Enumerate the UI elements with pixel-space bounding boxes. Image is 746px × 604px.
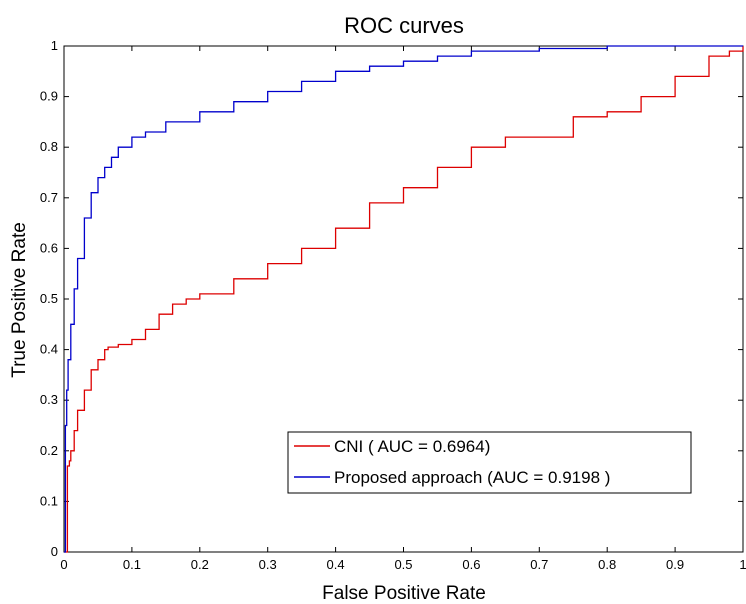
x-tick-label: 0.7 xyxy=(530,557,548,572)
y-tick-label: 0.6 xyxy=(40,240,58,255)
x-tick-label: 0.2 xyxy=(191,557,209,572)
x-tick-label: 0 xyxy=(60,557,67,572)
y-tick-label: 0.8 xyxy=(40,139,58,154)
x-tick-label: 0.3 xyxy=(259,557,277,572)
y-tick-label: 0.4 xyxy=(40,342,58,357)
x-tick-label: 0.6 xyxy=(462,557,480,572)
y-tick-label: 0.2 xyxy=(40,443,58,458)
x-tick-label: 0.8 xyxy=(598,557,616,572)
legend-box xyxy=(287,431,692,494)
series-line-0 xyxy=(64,46,744,553)
y-axis-label: True Positive Rate xyxy=(9,222,30,378)
chart-legend: CNI ( AUC = 0.6964) Proposed approach (A… xyxy=(287,431,692,494)
x-axis-label: False Positive Rate xyxy=(322,583,486,604)
x-tick-label: 0.5 xyxy=(394,557,412,572)
series-line-1 xyxy=(64,45,743,553)
y-tick-label: 0.1 xyxy=(40,493,58,508)
x-tick-label: 0.1 xyxy=(123,557,141,572)
legend-label-proposed: Proposed approach (AUC = 0.9198 ) xyxy=(334,468,610,487)
axis-tick-labels: 0 0.1 0.2 0.3 0.4 0.5 0.6 0.7 0.8 0.9 1 0 0.1 0.2 0.3 0… xyxy=(40,38,746,572)
y-tick-label: 0.3 xyxy=(40,392,58,407)
legend-label-cni: CNI ( AUC = 0.6964) xyxy=(334,437,490,456)
y-tick-label: 0.7 xyxy=(40,190,58,205)
y-tick-label: 0 xyxy=(51,544,58,559)
x-tick-label: 0.9 xyxy=(666,557,684,572)
y-tick-label: 0.9 xyxy=(40,89,58,104)
chart-title: ROC curves xyxy=(344,13,464,38)
axis-ticks xyxy=(63,45,744,553)
roc-lines xyxy=(64,45,744,553)
x-tick-label: 0.4 xyxy=(327,557,345,572)
x-tick-label: 1 xyxy=(739,557,746,572)
y-tick-label: 1 xyxy=(51,38,58,53)
y-tick-label: 0.5 xyxy=(40,291,58,306)
